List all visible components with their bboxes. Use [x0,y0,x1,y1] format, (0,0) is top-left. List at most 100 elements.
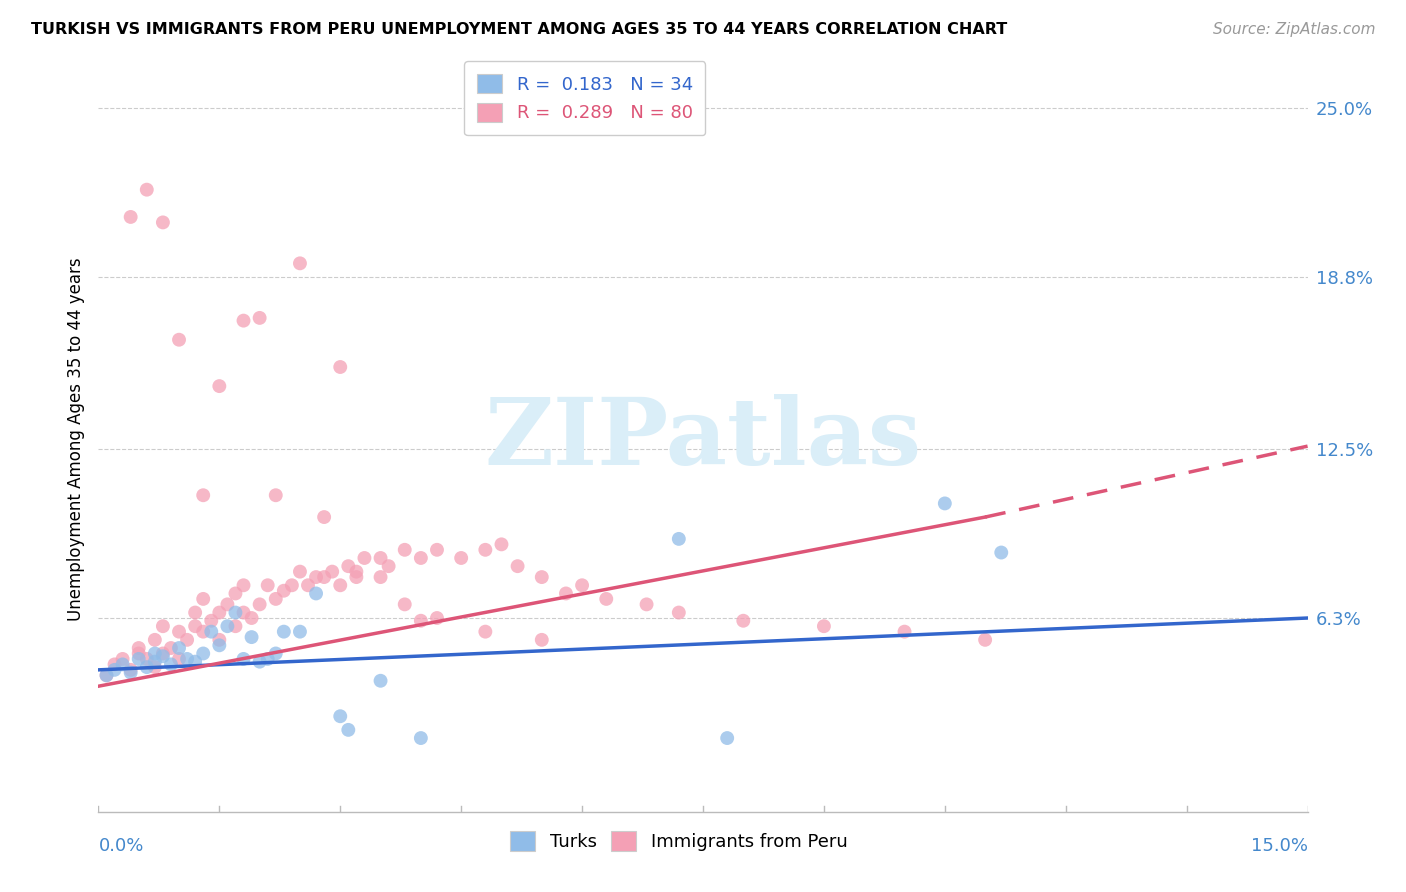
Point [120,665,142,680]
Point [264,647,287,661]
Point [409,614,432,628]
Point [595,591,617,606]
Point [530,632,553,647]
Point [370,551,392,566]
Point [281,578,304,592]
Point [128,652,150,666]
Point [193,624,215,639]
Point [491,537,513,551]
Point [256,578,278,592]
Point [288,624,311,639]
Point [224,606,246,620]
Point [224,619,246,633]
Point [152,649,174,664]
Point [200,614,222,628]
Point [143,632,166,647]
Point [344,565,367,579]
Point [990,545,1012,559]
Point [409,551,432,566]
Point [96,668,118,682]
Point [193,488,215,502]
Point [176,652,198,666]
Point [409,731,432,745]
Text: TURKISH VS IMMIGRANTS FROM PERU UNEMPLOYMENT AMONG AGES 35 TO 44 YEARS CORRELATI: TURKISH VS IMMIGRANTS FROM PERU UNEMPLOY… [31,22,1007,37]
Point [167,333,190,347]
Point [314,570,336,584]
Point [176,632,198,647]
Point [96,668,118,682]
Point [264,591,287,606]
Point [160,657,183,672]
Point [974,632,997,647]
Point [208,638,231,652]
Text: ZIPatlas: ZIPatlas [485,394,921,484]
Point [152,215,174,229]
Point [111,657,134,672]
Y-axis label: Unemployment Among Ages 35 to 44 years: Unemployment Among Ages 35 to 44 years [66,258,84,621]
Point [200,624,222,639]
Point [167,640,190,655]
Point [394,542,416,557]
Point [329,578,352,592]
Point [193,647,215,661]
Point [256,652,278,666]
Point [506,559,529,574]
Point [232,578,254,592]
Text: 0.0%: 0.0% [98,837,143,855]
Point [184,606,207,620]
Point [128,640,150,655]
Point [305,570,328,584]
Point [232,606,254,620]
Point [314,510,336,524]
Point [273,624,295,639]
Point [160,640,183,655]
Point [813,619,835,633]
Point [103,657,125,672]
Point [733,614,755,628]
Point [224,586,246,600]
Point [668,606,690,620]
Point [370,570,392,584]
Point [135,652,157,666]
Point [111,652,134,666]
Point [337,559,360,574]
Point [167,652,190,666]
Point [120,210,142,224]
Point [305,586,328,600]
Point [450,551,472,566]
Point [240,611,263,625]
Point [193,591,215,606]
Point [208,606,231,620]
Point [143,655,166,669]
Point [152,647,174,661]
Point [474,542,496,557]
Point [232,313,254,327]
Point [184,655,207,669]
Point [426,542,449,557]
Point [249,655,271,669]
Point [232,652,254,666]
Point [264,488,287,502]
Point [934,496,956,510]
Point [288,565,311,579]
Point [337,723,360,737]
Point [143,660,166,674]
Point [716,731,738,745]
Point [893,624,915,639]
Point [370,673,392,688]
Point [135,183,157,197]
Point [636,598,658,612]
Point [321,565,343,579]
Point [128,647,150,661]
Point [571,578,593,592]
Point [208,379,231,393]
Legend: Turks, Immigrants from Peru: Turks, Immigrants from Peru [503,824,855,859]
Point [240,630,263,644]
Point [353,551,375,566]
Point [103,663,125,677]
Point [344,570,367,584]
Point [208,632,231,647]
Point [426,611,449,625]
Point [288,256,311,270]
Point [167,624,190,639]
